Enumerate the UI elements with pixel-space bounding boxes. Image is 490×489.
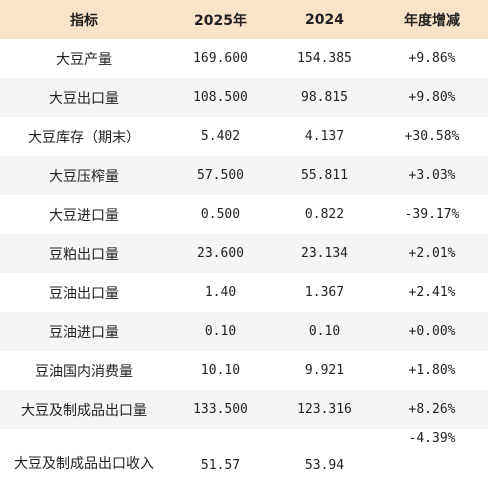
table-row: 大豆压榨量 57.500 55.811 +3.03% — [0, 156, 488, 195]
value-2025: 5.402 — [200, 129, 241, 144]
value-2024: 123.316 — [297, 402, 352, 417]
value-2024: 23.134 — [301, 246, 348, 261]
value-change: -4.39% — [408, 431, 456, 446]
value-2025: 133.500 — [193, 402, 248, 417]
row-label: 大豆进口量 — [49, 207, 119, 224]
value-change: +2.41% — [408, 285, 456, 300]
value-2024: 4.137 — [304, 129, 345, 144]
value-2024: 0.10 — [308, 324, 341, 339]
header-2025: 2025年 — [194, 12, 247, 29]
value-change: +8.26% — [408, 402, 456, 417]
value-change: +9.86% — [408, 51, 456, 66]
table-header-row: 指标 2025年 2024 年度增减 — [0, 0, 488, 39]
value-2024: 154.385 — [297, 51, 352, 66]
value-change: +1.80% — [408, 363, 456, 378]
table-row: 大豆及制成品出口收入 51.57 53.94 -4.39% — [0, 429, 488, 485]
table-row: 豆油进口量 0.10 0.10 +0.00% — [0, 312, 488, 351]
value-2025: 57.500 — [197, 168, 244, 183]
value-change: +2.01% — [408, 246, 456, 261]
header-indicator: 指标 — [70, 12, 98, 29]
row-label: 大豆及制成品出口量 — [21, 402, 147, 419]
value-2024: 9.921 — [304, 363, 345, 378]
table-row: 豆粕出口量 23.600 23.134 +2.01% — [0, 234, 488, 273]
table-row: 大豆进口量 0.500 0.822 -39.17% — [0, 195, 488, 234]
value-2025: 1.40 — [204, 285, 237, 300]
row-label: 大豆产量 — [56, 51, 112, 68]
table-row: 豆油国内消费量 10.10 9.921 +1.80% — [0, 351, 488, 390]
row-label: 大豆库存（期末） — [28, 129, 140, 146]
value-change: +0.00% — [408, 324, 456, 339]
row-label: 豆油进口量 — [49, 324, 119, 341]
row-label: 大豆压榨量 — [49, 168, 119, 185]
row-label: 大豆出口量 — [49, 90, 119, 107]
header-2024: 2024 — [305, 11, 344, 28]
value-2025: 0.500 — [200, 207, 241, 222]
row-label: 豆油国内消费量 — [35, 363, 133, 380]
value-2024: 53.94 — [304, 458, 345, 473]
value-2024: 55.811 — [301, 168, 348, 183]
table-row: 大豆及制成品出口量 133.500 123.316 +8.26% — [0, 390, 488, 429]
value-2025: 51.57 — [200, 458, 241, 473]
value-2024: 0.822 — [304, 207, 345, 222]
value-2024: 98.815 — [301, 90, 348, 105]
table-row: 豆油出口量 1.40 1.367 +2.41% — [0, 273, 488, 312]
header-change: 年度增减 — [404, 12, 460, 29]
value-2025: 23.600 — [197, 246, 244, 261]
value-change: +3.03% — [408, 168, 456, 183]
value-2025: 169.600 — [193, 51, 248, 66]
value-change: +9.80% — [408, 90, 456, 105]
table-row: 大豆产量 169.600 154.385 +9.86% — [0, 39, 488, 78]
value-2025: 0.10 — [204, 324, 237, 339]
row-label: 豆油出口量 — [49, 285, 119, 302]
row-label: 豆粕出口量 — [49, 246, 119, 263]
value-2024: 1.367 — [304, 285, 345, 300]
value-change: -39.17% — [404, 207, 460, 222]
value-2025: 108.500 — [193, 90, 248, 105]
row-label: 大豆及制成品出口收入 — [14, 456, 154, 472]
table-row: 大豆库存（期末） 5.402 4.137 +30.58% — [0, 117, 488, 156]
value-2025: 10.10 — [200, 363, 241, 378]
value-change: +30.58% — [404, 129, 460, 144]
table-row: 大豆出口量 108.500 98.815 +9.80% — [0, 78, 488, 117]
